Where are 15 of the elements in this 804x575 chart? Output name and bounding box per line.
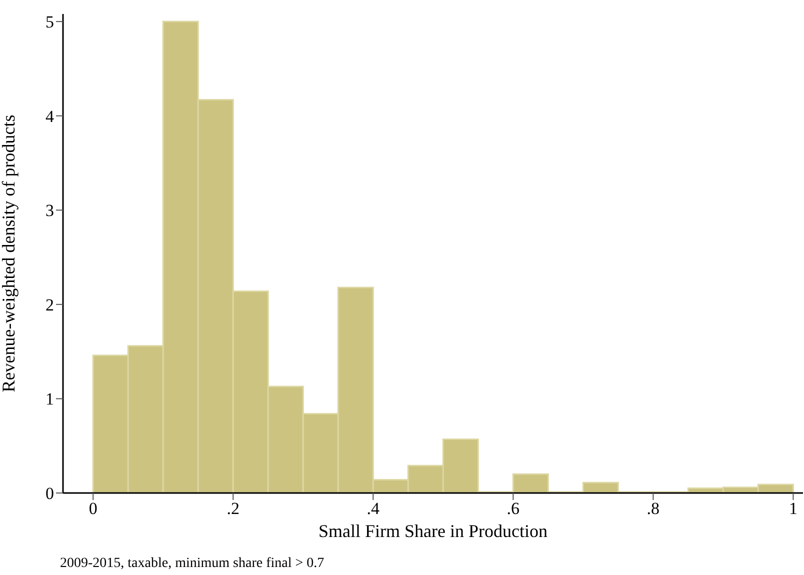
y-tick-label: 3	[46, 201, 54, 220]
x-tick-label: .6	[506, 499, 520, 518]
y-tick-label: 0	[46, 484, 54, 504]
y-tick-label: 1	[46, 390, 54, 409]
x-tick-label: .8	[646, 499, 660, 518]
x-tick-label: 1	[788, 499, 798, 518]
x-axis-title: Small Firm Share in Production	[318, 521, 548, 541]
x-tick-label: .2	[226, 499, 240, 518]
y-tick-label: 5	[46, 12, 54, 32]
text: 2009-2015, taxable, minimum share final > 0.7	[60, 556, 324, 572]
y-tick-label: 4	[46, 106, 54, 126]
y-tick-label: 2	[46, 295, 54, 314]
x-tick-label: 0	[88, 499, 98, 518]
x-tick-label: .4	[366, 499, 380, 518]
y-axis-title: Revenue-weighted density of products	[0, 114, 18, 392]
